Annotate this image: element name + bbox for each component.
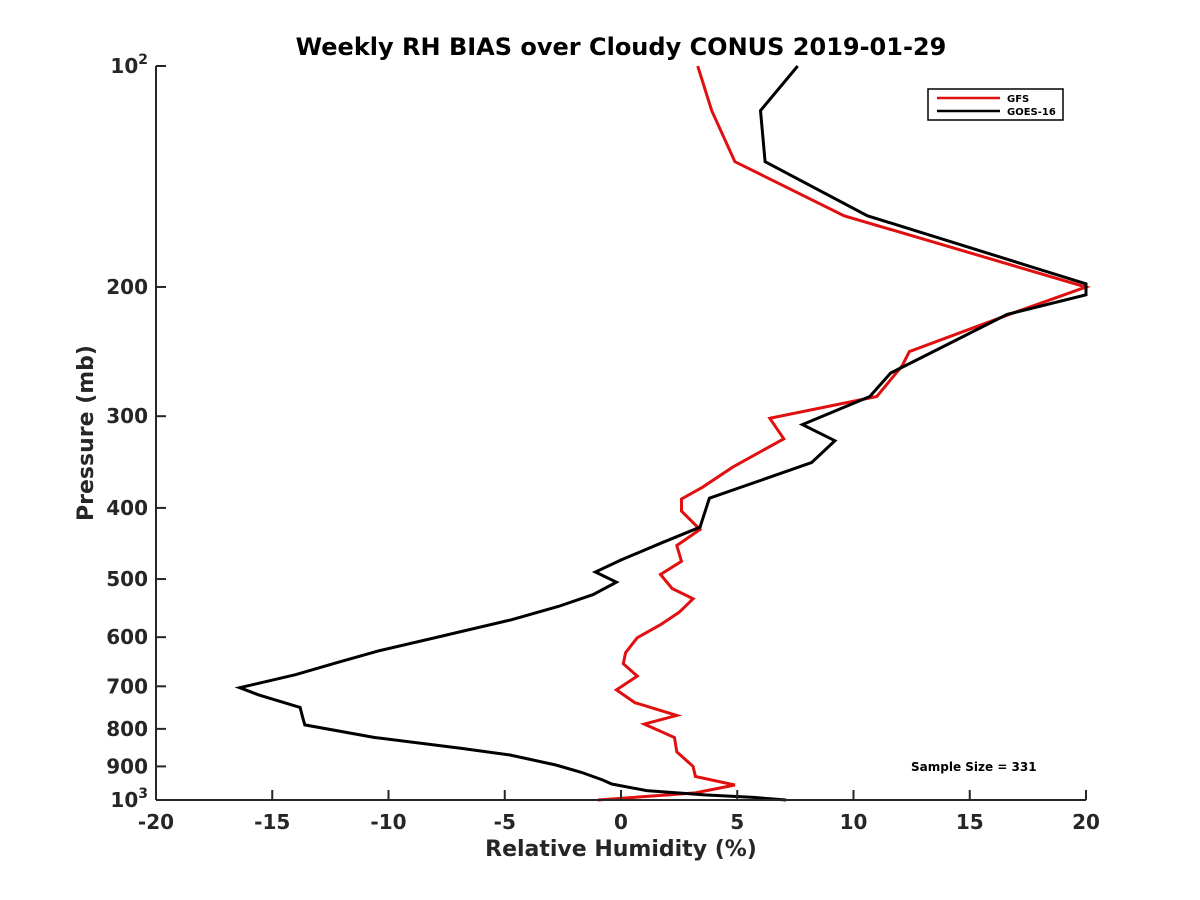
y-axis-ticks: 102 200 300 400 500 600 700 800 900 103 <box>106 52 166 812</box>
legend-box <box>927 88 1064 121</box>
x-axis-label: Relative Humidity (%) <box>485 837 757 862</box>
x-tick-label: 10 <box>840 810 868 834</box>
y-tick-label: 400 <box>106 496 148 520</box>
legend: GFS GOES-16 <box>927 88 1064 121</box>
legend-label-gfs: GFS <box>1007 94 1029 105</box>
x-tick-label: -15 <box>254 810 290 834</box>
x-axis-ticks: -20 -15 -10 -5 0 5 10 15 20 <box>138 790 1100 834</box>
y-tick-label: 800 <box>106 717 148 741</box>
y-tick-label: 900 <box>106 754 148 778</box>
series-line-1 <box>234 65 1088 802</box>
x-tick-label: -5 <box>494 810 516 834</box>
y-axis-label: Pressure (mb) <box>74 345 99 521</box>
chart-title: Weekly RH BIAS over Cloudy CONUS 2019-01… <box>296 33 947 61</box>
y-tick-label: 600 <box>106 625 148 649</box>
y-tick-label: 103 <box>110 786 148 812</box>
x-tick-label: 0 <box>614 810 628 834</box>
series-line-0 <box>597 65 1091 802</box>
x-tick-label: 20 <box>1072 810 1100 834</box>
x-tick-label: 15 <box>956 810 984 834</box>
series-layer <box>234 65 1091 802</box>
y-tick-label: 300 <box>106 404 148 428</box>
legend-label-goes16: GOES-16 <box>1007 107 1056 118</box>
y-tick-label: 700 <box>106 674 148 698</box>
x-tick-label: -20 <box>138 810 174 834</box>
y-tick-label: 500 <box>106 567 148 591</box>
y-tick-label: 200 <box>106 275 148 299</box>
sample-size-annotation: Sample Size = 331 <box>911 760 1037 774</box>
y-tick-label: 102 <box>110 52 148 78</box>
x-tick-label: -10 <box>370 810 406 834</box>
x-tick-label: 5 <box>730 810 744 834</box>
